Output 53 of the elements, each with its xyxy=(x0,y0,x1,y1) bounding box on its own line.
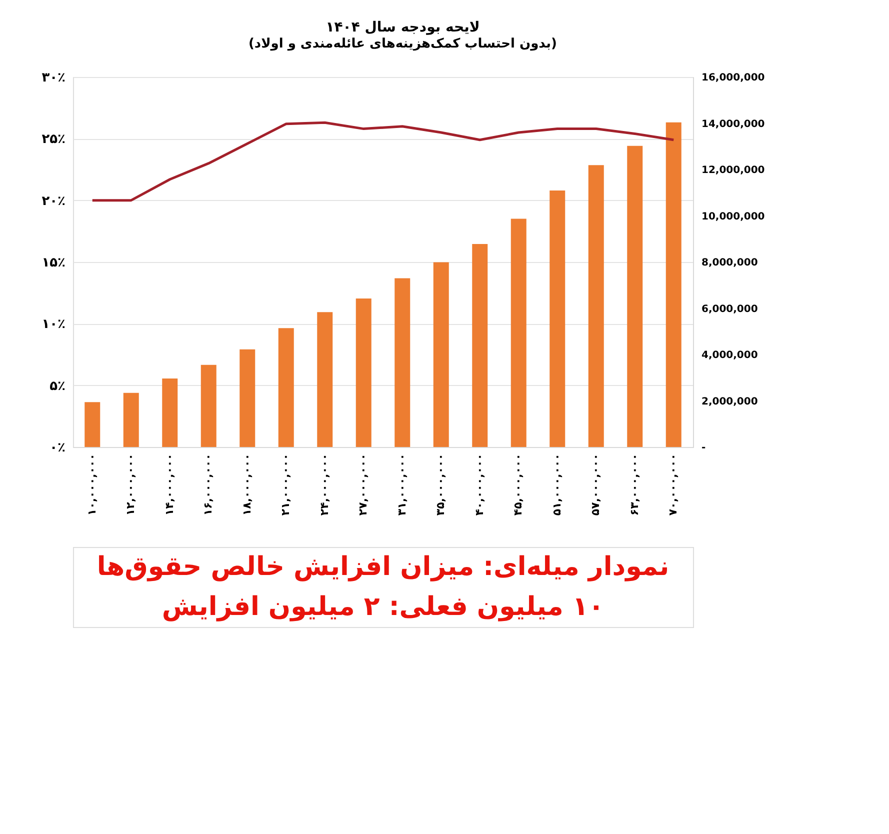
bar xyxy=(240,349,256,447)
y-tick-label: ۲۵٪ xyxy=(42,132,66,148)
bar xyxy=(278,328,294,447)
y2-tick-label: 16,000,000 xyxy=(702,72,765,84)
bar xyxy=(200,364,216,447)
y2-tick-label: 6,000,000 xyxy=(702,304,758,315)
bar xyxy=(123,392,139,447)
y-tick-label: ۳۰٪ xyxy=(42,70,66,86)
y2-tick-label: - xyxy=(702,442,706,454)
x-tick-label: ۵۱,۰۰۰,۰۰۰ xyxy=(550,454,564,516)
y-tick-label: ۱۰٪ xyxy=(42,317,66,332)
y2-tick-label: 2,000,000 xyxy=(702,396,758,408)
x-tick-label: ۳۱,۰۰۰,۰۰۰ xyxy=(395,454,408,516)
bar xyxy=(510,218,526,447)
text: ۱۰ میلیون فعلی: ۲ میلیون افزایش xyxy=(162,592,604,622)
bar xyxy=(84,402,100,447)
bar xyxy=(394,278,410,447)
bar xyxy=(356,298,372,447)
x-tick-label: ۱۸,۰۰۰,۰۰۰ xyxy=(240,454,254,516)
x-tick-label: ۶۳,۰۰۰,۰۰۰ xyxy=(628,454,641,516)
x-tick-label: ۲۷,۰۰۰,۰۰۰ xyxy=(356,454,370,516)
x-tick-label: ۲۴,۰۰۰,۰۰۰ xyxy=(318,454,331,516)
y2-tick-label: 10,000,000 xyxy=(702,211,765,222)
bar xyxy=(550,190,566,447)
chart-title: لایحه بودجه سال ۱۴۰۴ xyxy=(326,20,480,36)
y2-tick-label: 4,000,000 xyxy=(702,350,758,361)
y-tick-label: ۱۵٪ xyxy=(42,256,66,270)
y-tick-label: ۵٪ xyxy=(50,378,66,394)
bar xyxy=(317,312,333,447)
x-tick-label: ۱۶,۰۰۰,۰۰۰ xyxy=(202,454,215,516)
text: نمودار میله‌ای: میزان افزایش خالص حقوق‌ها xyxy=(96,552,670,582)
line-series xyxy=(91,121,675,202)
x-tick-label: ۴۵,۰۰۰,۰۰۰ xyxy=(512,454,525,516)
bar xyxy=(666,122,682,447)
bar xyxy=(627,146,643,447)
y2-tick-label: 12,000,000 xyxy=(702,165,765,176)
x-tick-label: ۴۰,۰۰۰,۰۰۰ xyxy=(472,454,486,516)
bar xyxy=(162,378,178,447)
x-tick-label: ۲۱,۰۰۰,۰۰۰ xyxy=(279,454,292,516)
x-tick-label: ۱۲,۰۰۰,۰۰۰ xyxy=(124,454,138,516)
y2-tick-label: 8,000,000 xyxy=(702,258,758,268)
chart-subtitle: (بدون احتساب کمک‌هزینه‌های عائله‌مندی و اولاد) xyxy=(248,36,558,52)
x-tick-label: ۳۵,۰۰۰,۰۰۰ xyxy=(434,454,448,516)
bar xyxy=(472,244,488,447)
y-tick-label: ۰٪ xyxy=(50,440,66,456)
x-tick-label: ۷۰,۰۰۰,۰۰۰ xyxy=(666,454,680,516)
x-tick-label: ۱۰,۰۰۰,۰۰۰ xyxy=(85,454,98,516)
y-tick-label: ۲۰٪ xyxy=(42,194,66,209)
bar xyxy=(588,165,604,447)
x-tick-label: ۵۷,۰۰۰,۰۰۰ xyxy=(589,454,602,516)
bar xyxy=(433,262,449,447)
y2-tick-label: 14,000,000 xyxy=(702,118,765,130)
x-tick-label: ۱۴,۰۰۰,۰۰۰ xyxy=(162,454,176,516)
